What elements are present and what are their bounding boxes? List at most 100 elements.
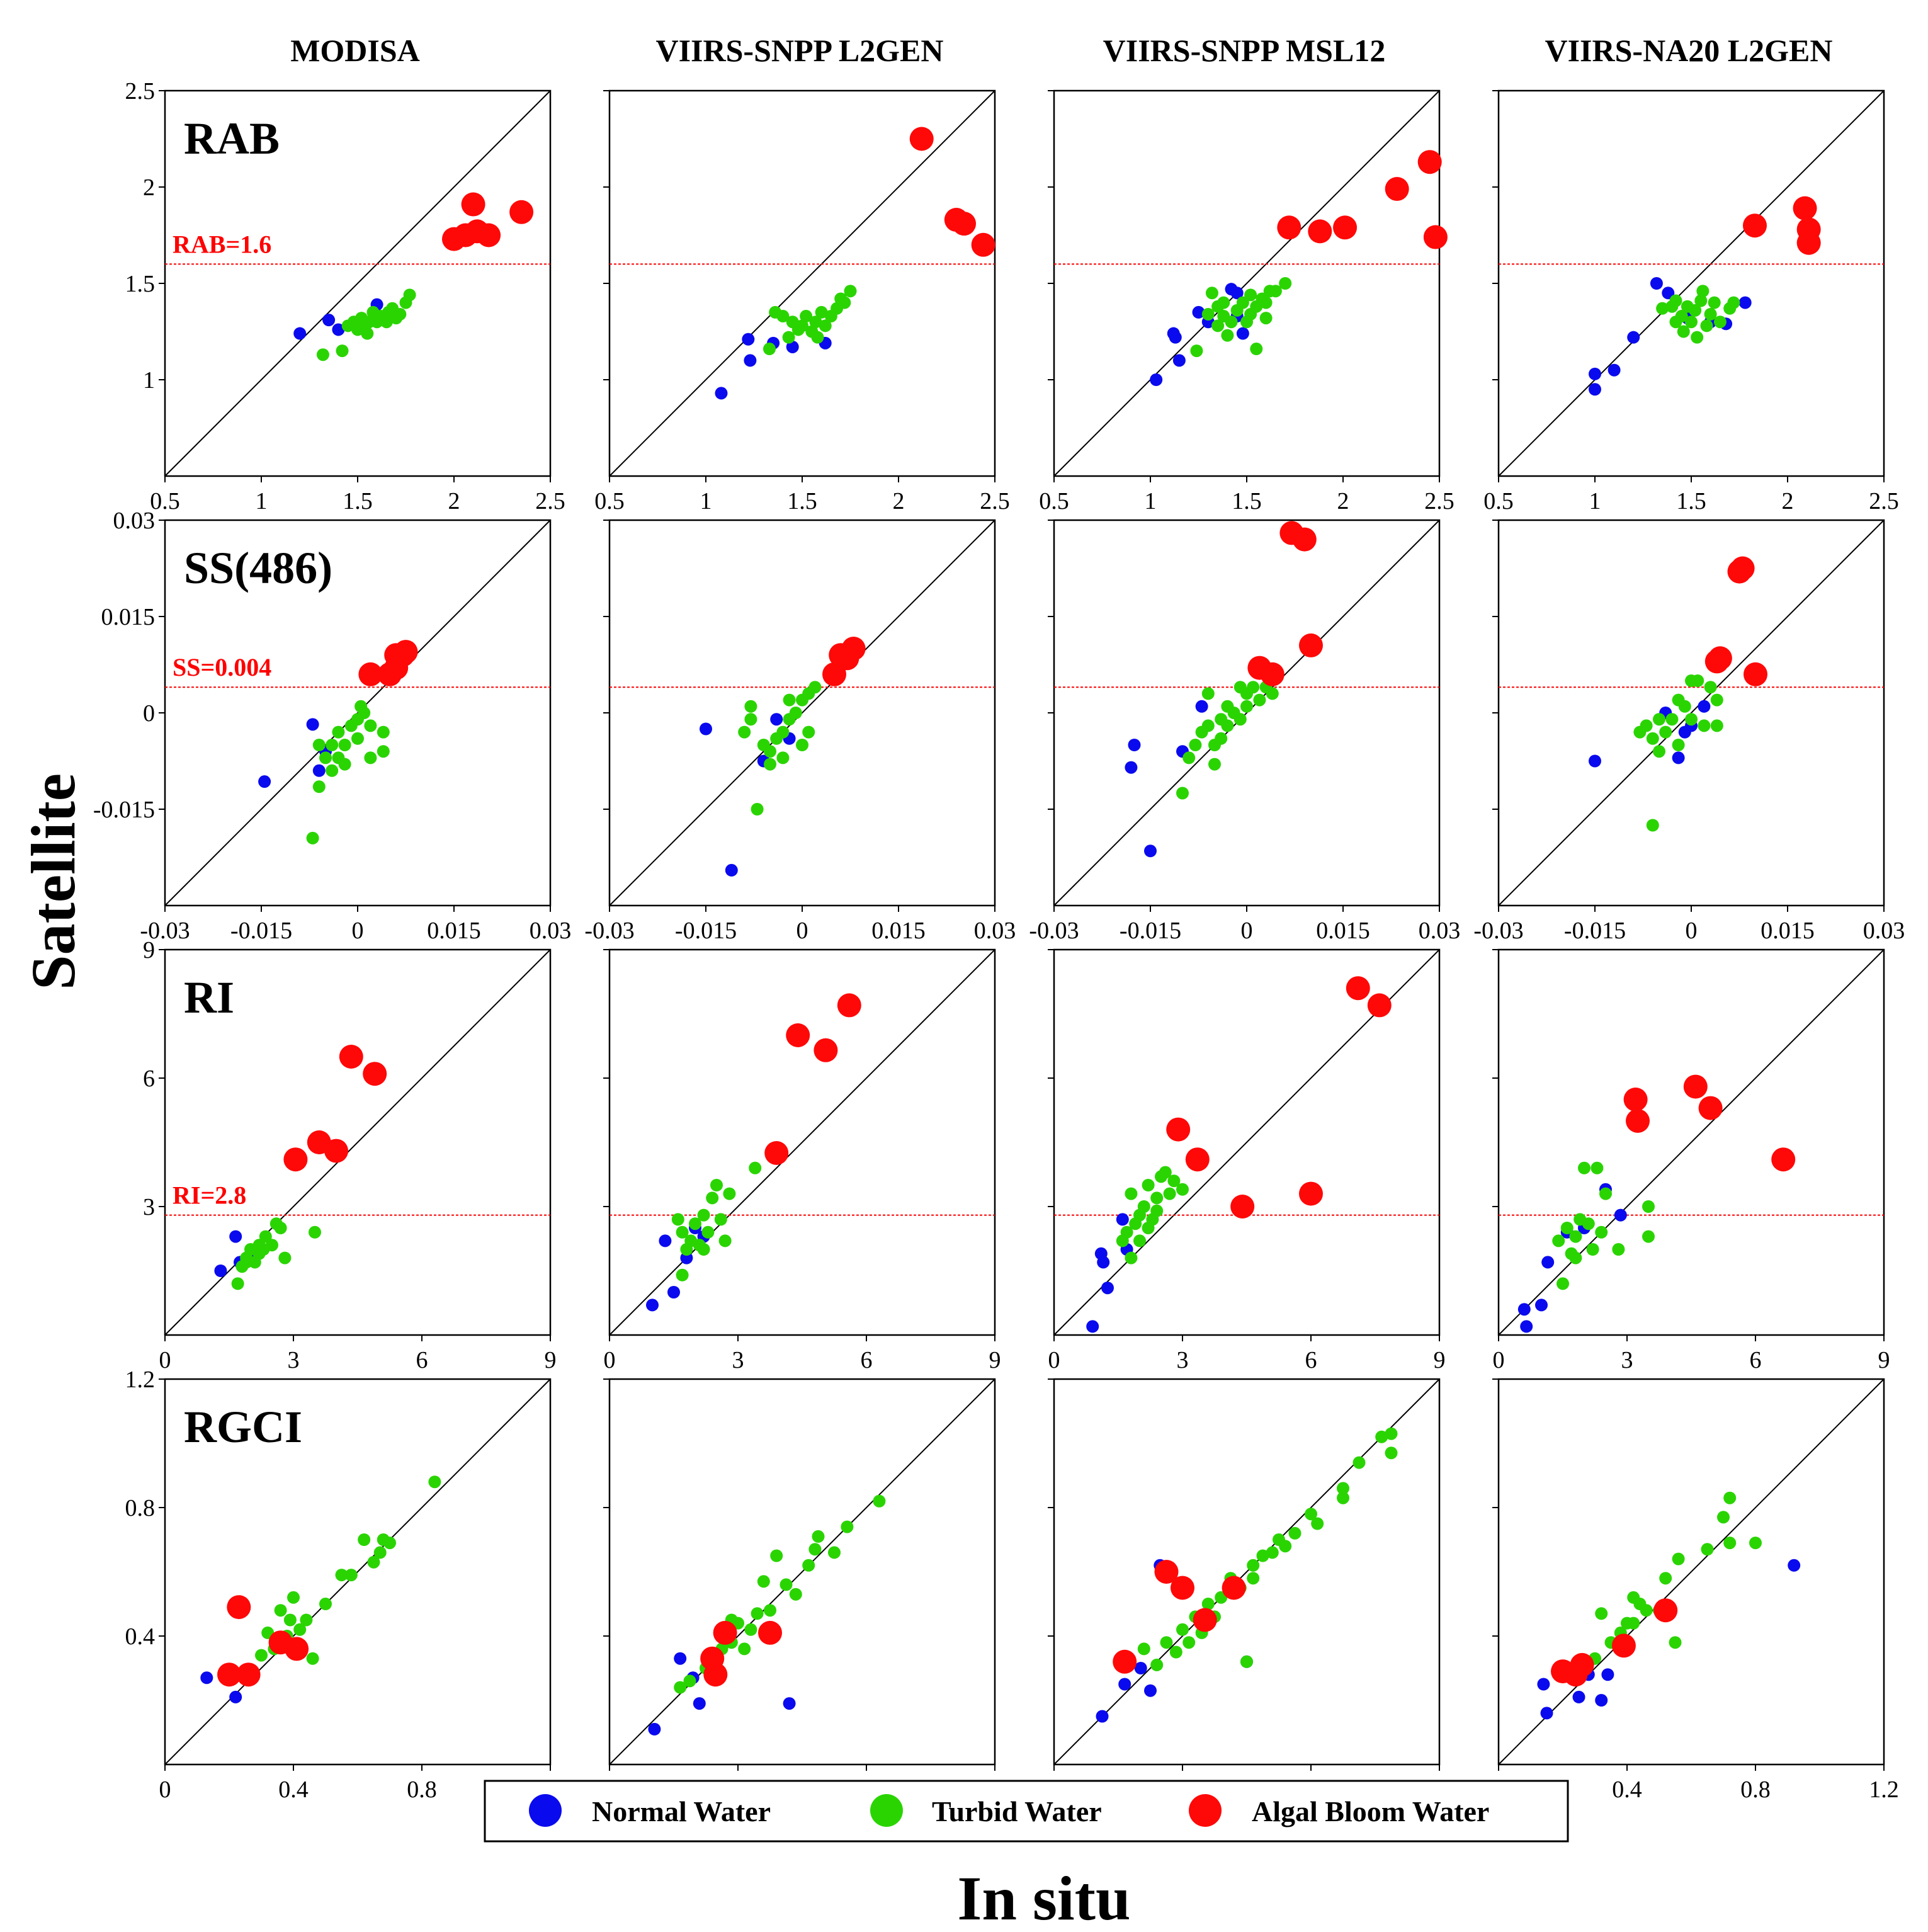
y-tick-label: 1 — [143, 367, 155, 394]
turbid-point — [1225, 315, 1238, 329]
normal-point — [293, 327, 307, 340]
turbid-point — [1689, 304, 1702, 317]
panel-ss486-viirs-snpp-l2gen: -0.03 -0.015 0 0.015 0.03 — [584, 519, 1016, 944]
x-tick-label: 0.03 — [1863, 918, 1905, 944]
x-tick-label: 2.5 — [1424, 488, 1455, 514]
normal-point — [1169, 331, 1182, 344]
turbid-point — [312, 780, 326, 793]
bloom-point — [236, 1662, 261, 1687]
turbid-point — [312, 739, 326, 751]
turbid-point — [1352, 1456, 1366, 1469]
turbid-point — [1150, 1204, 1164, 1217]
normal-point — [1608, 363, 1621, 377]
x-tick-label: 0.8 — [1740, 1776, 1771, 1803]
turbid-point — [1640, 1604, 1653, 1617]
turbid-point — [1201, 687, 1215, 700]
bloom-point — [1771, 1147, 1796, 1172]
x-tick-label: 2 — [1782, 488, 1794, 514]
normal-point — [659, 1234, 672, 1247]
normal-point — [1236, 327, 1249, 340]
plot-frame — [1497, 1378, 1885, 1766]
turbid-point — [1659, 725, 1672, 739]
bloom-point — [283, 1147, 308, 1172]
x-tick-label: 6 — [416, 1347, 428, 1373]
x-tick-label: 1 — [256, 488, 268, 514]
turbid-point — [1205, 287, 1218, 300]
turbid-point — [1167, 1174, 1181, 1188]
one-to-one-line — [1053, 1378, 1440, 1765]
turbid-point — [706, 1191, 719, 1205]
turbid-point — [1182, 1636, 1196, 1649]
turbid-point — [749, 1161, 762, 1174]
x-tick-label: -0.015 — [1564, 918, 1626, 944]
bloom-point — [1292, 527, 1317, 552]
turbid-point — [259, 1230, 272, 1243]
y-tick-label: 6 — [143, 1065, 155, 1092]
panel-rab-viirs-snpp-msl12: 0.5 1 1.5 2 2.5 — [1039, 89, 1455, 514]
turbid-point — [809, 315, 822, 329]
column-title-viirs-snpp-l2gen: VIIRS-SNPP L2GEN — [655, 33, 943, 68]
bloom-point — [1423, 225, 1448, 249]
turbid-point — [1700, 319, 1713, 332]
turbid-point — [1247, 1559, 1260, 1572]
x-tick-label: -0.03 — [1029, 918, 1079, 944]
turbid-point — [1259, 312, 1273, 325]
turbid-point — [1665, 713, 1679, 726]
normal-point — [1662, 287, 1675, 300]
turbid-point — [689, 1217, 701, 1230]
turbid-point — [1653, 745, 1665, 758]
normal-point — [322, 314, 336, 327]
panel-grid: RAB=1.6 0.5 1 1.5 2 2.5 1 1.5 2 2.5 RAB 0.5 1 1.5 2 2.5… — [93, 78, 1905, 1803]
plot-frame — [1497, 948, 1885, 1336]
normal-point — [229, 1230, 242, 1243]
turbid-point — [1244, 288, 1257, 302]
normal-point — [306, 718, 319, 731]
turbid-point — [757, 1575, 770, 1588]
turbid-point — [674, 1681, 687, 1694]
legend-marker-turbid — [870, 1794, 903, 1827]
turbid-point — [293, 1623, 307, 1636]
legend-marker-bloom — [1189, 1794, 1222, 1827]
turbid-point — [367, 1555, 380, 1569]
normal-point — [1096, 1710, 1109, 1723]
turbid-point — [1266, 687, 1279, 700]
turbid-point — [364, 719, 377, 732]
bloom-point — [1222, 1576, 1246, 1600]
turbid-point — [1727, 296, 1740, 309]
turbid-point — [812, 1530, 825, 1543]
turbid-point — [710, 1179, 723, 1191]
turbid-point — [1642, 1200, 1655, 1213]
turbid-point — [1723, 1537, 1737, 1550]
x-tick-label: 0 — [797, 918, 808, 944]
x-tick-label: 0.015 — [1761, 918, 1815, 944]
turbid-point — [1120, 1225, 1133, 1239]
x-tick-label: -0.03 — [584, 918, 634, 944]
turbid-point — [1253, 693, 1266, 707]
bloom-point — [952, 212, 977, 236]
x-tick-label: 3 — [1177, 1347, 1189, 1373]
turbid-point — [796, 319, 808, 332]
turbid-point — [1142, 1179, 1155, 1191]
x-tick-label: 0.03 — [1419, 918, 1461, 944]
turbid-point — [231, 1277, 244, 1290]
bloom-point — [822, 662, 846, 686]
turbid-point — [776, 725, 790, 739]
turbid-point — [1672, 693, 1685, 707]
legend: Normal Water Turbid Water Algal Bloom Wa… — [484, 1780, 1569, 1843]
turbid-point — [1233, 681, 1247, 694]
turbid-point — [1221, 700, 1234, 713]
x-tick-label: 3 — [1621, 1347, 1633, 1373]
x-tick-label: 0.5 — [1039, 488, 1069, 514]
row-title: SS(486) — [184, 543, 332, 593]
normal-point — [1589, 367, 1601, 380]
legend-box — [484, 1780, 1569, 1843]
normal-point — [1589, 754, 1601, 768]
turbid-point — [300, 1613, 313, 1627]
turbid-point — [1691, 331, 1704, 344]
turbid-point — [1269, 285, 1282, 298]
turbid-point — [1176, 787, 1189, 800]
turbid-point — [1685, 713, 1698, 726]
normal-point — [674, 1652, 687, 1665]
x-tick-label: 2.5 — [980, 488, 1010, 514]
